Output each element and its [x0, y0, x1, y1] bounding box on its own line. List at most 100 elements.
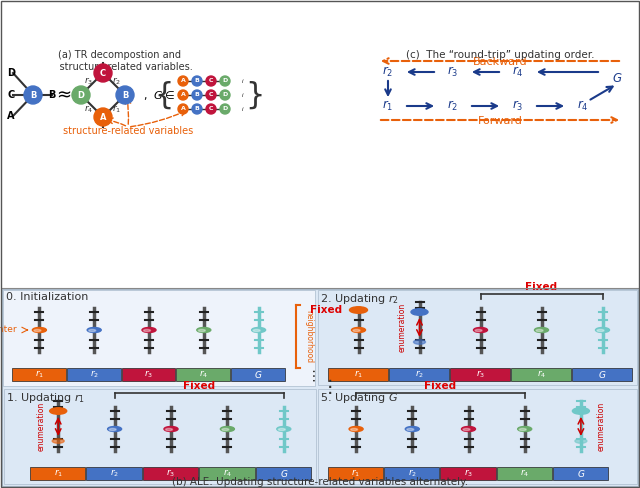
Text: $r_3$: $r_3$	[84, 75, 93, 87]
Text: $r_1$: $r_1$	[354, 369, 363, 380]
Ellipse shape	[351, 428, 358, 430]
FancyBboxPatch shape	[177, 368, 230, 381]
Ellipse shape	[463, 428, 470, 430]
Ellipse shape	[109, 428, 116, 430]
Text: $r_3$: $r_3$	[512, 99, 524, 113]
Ellipse shape	[253, 329, 260, 332]
Ellipse shape	[164, 427, 178, 431]
FancyBboxPatch shape	[328, 368, 388, 381]
FancyBboxPatch shape	[12, 368, 66, 381]
Circle shape	[206, 76, 216, 86]
Text: }: }	[245, 81, 264, 109]
Text: Fixed: Fixed	[183, 381, 215, 391]
Ellipse shape	[222, 428, 229, 430]
Text: $r_2$: $r_2$	[447, 99, 459, 113]
Text: $r_3$: $r_3$	[447, 65, 459, 79]
Circle shape	[116, 86, 134, 104]
Ellipse shape	[474, 327, 488, 332]
FancyBboxPatch shape	[318, 389, 637, 484]
Ellipse shape	[198, 329, 205, 332]
Circle shape	[192, 76, 202, 86]
Circle shape	[178, 76, 188, 86]
Ellipse shape	[353, 329, 360, 332]
Text: neighborhood: neighborhood	[304, 310, 313, 363]
Circle shape	[206, 90, 216, 100]
Text: ,  $G \in$: , $G \in$	[143, 88, 175, 102]
Text: ≈: ≈	[56, 86, 72, 104]
FancyBboxPatch shape	[318, 290, 637, 385]
Text: C: C	[100, 68, 106, 78]
Ellipse shape	[277, 427, 291, 431]
FancyBboxPatch shape	[231, 368, 285, 381]
Text: $r_4$: $r_4$	[577, 99, 589, 113]
Ellipse shape	[252, 327, 266, 332]
Ellipse shape	[50, 408, 67, 414]
Circle shape	[220, 90, 230, 100]
Text: $r_3$: $r_3$	[476, 369, 485, 380]
Ellipse shape	[87, 327, 101, 332]
Text: $r_1$: $r_1$	[113, 103, 122, 115]
Text: (b) ALE: Updating structure-related variables alternately.: (b) ALE: Updating structure-related vari…	[172, 477, 468, 487]
FancyBboxPatch shape	[440, 467, 495, 480]
Text: B: B	[30, 90, 36, 100]
Text: B: B	[122, 90, 128, 100]
FancyBboxPatch shape	[389, 368, 449, 381]
FancyBboxPatch shape	[30, 467, 85, 480]
Text: $r_4$: $r_4$	[537, 369, 546, 380]
Circle shape	[206, 104, 216, 114]
FancyBboxPatch shape	[497, 467, 552, 480]
Circle shape	[220, 76, 230, 86]
Text: $r_2$: $r_2$	[382, 65, 394, 79]
Ellipse shape	[34, 329, 41, 332]
Text: C: C	[209, 79, 213, 83]
Ellipse shape	[349, 307, 367, 313]
Text: enumeration: enumeration	[398, 303, 407, 352]
Ellipse shape	[89, 329, 96, 332]
Text: $r_1$: $r_1$	[382, 99, 394, 113]
FancyBboxPatch shape	[143, 467, 198, 480]
Text: Forward: Forward	[477, 116, 522, 126]
FancyBboxPatch shape	[553, 467, 608, 480]
FancyBboxPatch shape	[4, 389, 316, 484]
Text: $r_4$: $r_4$	[520, 468, 529, 479]
Text: Fixed: Fixed	[424, 381, 456, 391]
Text: $r_2$: $r_2$	[110, 468, 119, 479]
Ellipse shape	[572, 408, 589, 414]
Circle shape	[178, 90, 188, 100]
Ellipse shape	[413, 340, 426, 344]
Text: D: D	[77, 90, 84, 100]
FancyBboxPatch shape	[255, 467, 311, 480]
FancyBboxPatch shape	[511, 368, 571, 381]
Text: $G$: $G$	[577, 468, 585, 479]
Text: C: C	[209, 106, 213, 111]
FancyBboxPatch shape	[122, 368, 175, 381]
Text: $r_1$: $r_1$	[351, 468, 361, 479]
Text: B: B	[195, 93, 200, 98]
Text: $G$: $G$	[280, 468, 288, 479]
Text: $G$: $G$	[612, 72, 622, 84]
Text: A: A	[180, 106, 186, 111]
Text: 5. Updating $G$: 5. Updating $G$	[320, 391, 398, 405]
FancyBboxPatch shape	[328, 467, 383, 480]
Text: B: B	[195, 79, 200, 83]
FancyBboxPatch shape	[3, 290, 315, 386]
Ellipse shape	[278, 428, 285, 430]
Text: enumeration: enumeration	[596, 401, 605, 450]
Ellipse shape	[475, 329, 482, 332]
Circle shape	[220, 104, 230, 114]
Ellipse shape	[349, 427, 363, 431]
FancyBboxPatch shape	[86, 467, 142, 480]
Ellipse shape	[351, 327, 365, 332]
Text: $_i$: $_i$	[241, 90, 244, 100]
Circle shape	[192, 90, 202, 100]
Ellipse shape	[411, 309, 428, 315]
Text: A: A	[180, 93, 186, 98]
FancyBboxPatch shape	[384, 467, 440, 480]
Ellipse shape	[405, 427, 419, 431]
Ellipse shape	[220, 427, 234, 431]
Text: $r_2$: $r_2$	[408, 468, 417, 479]
Circle shape	[94, 108, 112, 126]
Circle shape	[24, 86, 42, 104]
Ellipse shape	[536, 329, 543, 332]
Text: Fixed: Fixed	[525, 282, 557, 292]
